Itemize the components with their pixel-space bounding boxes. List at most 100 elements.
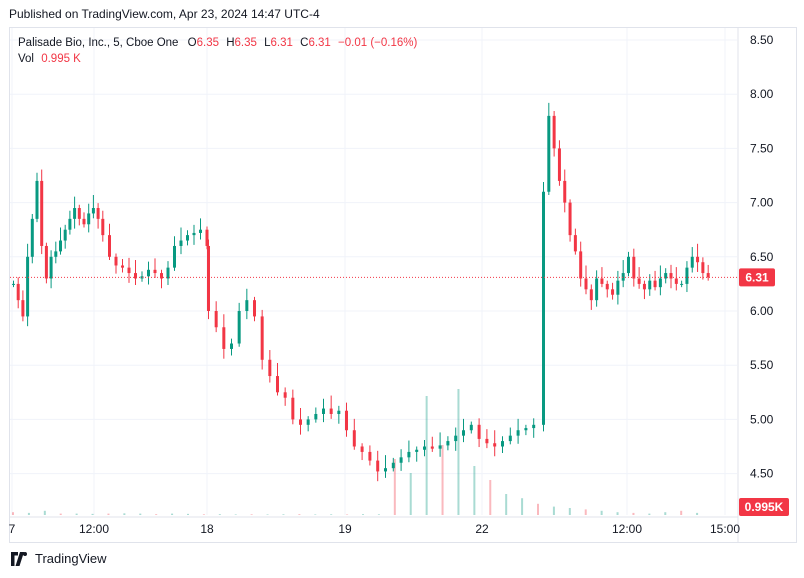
candle-body bbox=[621, 273, 625, 281]
tradingview-footer[interactable]: TradingView bbox=[10, 551, 107, 566]
candle-body bbox=[147, 269, 150, 277]
time-tick-label: 12:00 bbox=[79, 522, 109, 536]
candle-body bbox=[40, 180, 44, 246]
high-value: 6.35 bbox=[234, 37, 257, 49]
candle-body bbox=[637, 278, 641, 284]
candle-body bbox=[214, 311, 218, 328]
volume-bar bbox=[234, 514, 237, 515]
candle-body bbox=[632, 256, 636, 279]
candle-body bbox=[87, 213, 91, 225]
candle-body bbox=[407, 451, 411, 458]
volume-bar bbox=[393, 459, 396, 515]
last-price-badge-label: 6.31 bbox=[745, 270, 769, 284]
candle-body bbox=[542, 191, 545, 425]
volume-bar bbox=[91, 513, 94, 515]
candle-body bbox=[501, 441, 504, 447]
symbol-name[interactable]: Palisade Bio, Inc., 5, Cboe One bbox=[18, 37, 179, 49]
candle-body bbox=[108, 235, 111, 257]
volume-bar bbox=[266, 514, 269, 515]
volume-value: 0.995 K bbox=[41, 53, 81, 65]
volume-bar bbox=[27, 512, 30, 515]
candle-body bbox=[114, 256, 118, 266]
candle-body bbox=[173, 245, 176, 268]
last-volume-badge-label: 0.995K bbox=[745, 500, 784, 514]
candle-body bbox=[516, 430, 520, 436]
candle-body bbox=[44, 245, 48, 279]
legend-line-ohlc: Palisade Bio, Inc., 5, Cboe One O6.35 H6… bbox=[18, 35, 417, 51]
volume-bar bbox=[568, 508, 571, 515]
candle-body bbox=[360, 446, 364, 452]
volume-bar bbox=[600, 510, 603, 515]
candle-body bbox=[82, 218, 86, 225]
candle-body bbox=[121, 265, 124, 268]
volume-bar bbox=[664, 512, 667, 515]
last-volume-badge bbox=[739, 498, 789, 516]
volume-label[interactable]: Vol bbox=[18, 53, 34, 65]
price-badges: 6.31 0.995K bbox=[739, 268, 789, 516]
candle-body bbox=[642, 283, 646, 290]
price-tick-label: 5.00 bbox=[750, 412, 774, 426]
price-tick-label: 6.00 bbox=[750, 304, 774, 318]
candle-body bbox=[73, 208, 77, 219]
time-tick-label: 12:00 bbox=[612, 522, 642, 536]
volume-bar bbox=[139, 513, 142, 515]
candle-body bbox=[485, 438, 489, 444]
candle-body bbox=[260, 316, 264, 360]
volume-bar bbox=[12, 512, 14, 515]
volume-bar bbox=[680, 510, 683, 515]
chart-frame bbox=[9, 27, 797, 543]
volume-bar bbox=[457, 389, 460, 515]
volume-bar bbox=[505, 494, 508, 515]
volume-bar bbox=[616, 512, 619, 515]
tradingview-brand: TradingView bbox=[35, 551, 107, 566]
candle-body bbox=[237, 311, 241, 344]
candle-body bbox=[399, 457, 403, 463]
volume-bar bbox=[473, 466, 476, 515]
volume-bar bbox=[155, 514, 158, 515]
price-tick-label: 7.50 bbox=[750, 141, 774, 155]
candle-body bbox=[685, 267, 689, 284]
candle-body bbox=[368, 451, 372, 461]
candle-body bbox=[611, 289, 615, 295]
published-caption: Published on TradingView.com, Apr 23, 20… bbox=[9, 7, 320, 21]
volume-bar bbox=[202, 514, 205, 515]
candle-body bbox=[16, 283, 20, 301]
open-label: O bbox=[187, 37, 197, 49]
candle-body bbox=[557, 148, 561, 181]
candle-body bbox=[21, 300, 25, 317]
candle-body bbox=[573, 235, 577, 252]
candle-body bbox=[268, 359, 272, 377]
candle-body bbox=[376, 460, 380, 472]
time-tick-label: 7 bbox=[9, 522, 16, 536]
candle-body bbox=[584, 278, 588, 290]
open-value: 6.35 bbox=[196, 37, 220, 49]
candle-body bbox=[701, 262, 705, 274]
candle-body bbox=[127, 267, 131, 274]
low-value: 6.31 bbox=[270, 37, 293, 49]
volume-bar bbox=[171, 513, 174, 515]
volume-bar bbox=[330, 514, 333, 515]
volume-bar bbox=[346, 514, 349, 515]
candle-body bbox=[166, 267, 170, 279]
candle-body bbox=[658, 278, 662, 288]
volume-bar bbox=[43, 510, 46, 515]
close-label: C bbox=[300, 37, 309, 49]
candle-body bbox=[430, 446, 434, 449]
volume-bar bbox=[123, 513, 126, 515]
candle-body bbox=[222, 327, 226, 349]
candle-body bbox=[600, 278, 604, 284]
volume-bar bbox=[441, 445, 444, 515]
price-tick-label: 8.00 bbox=[750, 87, 774, 101]
volume-bar bbox=[552, 506, 555, 515]
candle-body bbox=[384, 468, 387, 472]
price-tick-label: 5.50 bbox=[750, 358, 774, 372]
volume-bar bbox=[409, 473, 412, 515]
volume-bar bbox=[648, 513, 651, 515]
candle-body bbox=[627, 256, 630, 274]
candle-body bbox=[68, 218, 72, 230]
candle-body bbox=[179, 240, 183, 246]
candle-body bbox=[352, 430, 356, 447]
volume-bar bbox=[584, 509, 587, 515]
candle-body bbox=[680, 283, 684, 285]
